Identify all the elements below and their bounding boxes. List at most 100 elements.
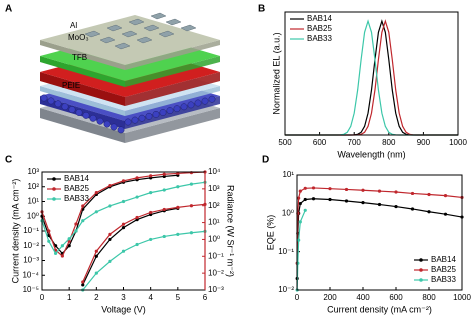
- x-tick-label: 700: [348, 138, 362, 147]
- nanoparticle: [103, 120, 111, 128]
- data-point: [81, 204, 85, 208]
- data-point: [298, 189, 302, 193]
- data-point: [427, 192, 431, 197]
- data-point: [297, 238, 301, 242]
- legend-marker: [52, 177, 56, 181]
- y2-tick-label: 10¹: [208, 218, 220, 227]
- data-point: [297, 196, 301, 200]
- panel-label: A: [5, 4, 12, 15]
- x-tick-label: 600: [389, 293, 403, 302]
- layer-side: [40, 56, 125, 87]
- y-axis-label: EQE (%): [265, 215, 275, 251]
- data-point: [135, 242, 139, 247]
- data-point: [94, 254, 98, 258]
- data-point: [121, 199, 126, 204]
- layer-side: [125, 72, 220, 106]
- y-axis-label: Normalized EL (a.u.): [271, 32, 281, 114]
- data-point: [149, 237, 153, 242]
- data-point: [176, 185, 180, 189]
- y-tick-label: 10¹: [27, 197, 39, 206]
- y-tick-label: 10²: [27, 182, 39, 191]
- y-tick-label: 10⁻¹: [23, 226, 39, 235]
- y2-tick-label: 10⁰: [208, 235, 220, 244]
- x-axis-label: Voltage (V): [101, 304, 146, 314]
- electrode: [143, 24, 160, 32]
- y-tick-label: 10⁻¹: [278, 247, 294, 256]
- x-tick-label: 900: [417, 138, 431, 147]
- data-point: [361, 201, 365, 205]
- electrode: [128, 18, 145, 26]
- layer-label: PEIE: [62, 81, 80, 90]
- y-tick-label: 10⁰: [282, 208, 294, 217]
- series-line: [41, 171, 206, 258]
- data-point: [189, 204, 194, 208]
- data-point: [303, 197, 307, 202]
- nanoparticle: [96, 117, 104, 125]
- layer-side: [40, 108, 125, 143]
- device-schematic: A Al MoO₃ TFB PEIE: [5, 4, 220, 143]
- data-point: [162, 172, 166, 176]
- data-point: [189, 231, 194, 235]
- x-tick-label: 3: [121, 293, 126, 302]
- data-point: [394, 190, 398, 194]
- nanoparticle: [194, 99, 202, 107]
- nanoparticle: [180, 103, 188, 111]
- x-tick-label: 600: [313, 138, 327, 147]
- legend-label: BAB25: [64, 184, 89, 193]
- y-tick-label: 10⁻²: [23, 241, 39, 250]
- layer-label: Al: [70, 21, 77, 30]
- series-line: [41, 181, 206, 255]
- panel-label: D: [262, 155, 269, 166]
- data-point: [60, 254, 64, 258]
- data-point: [344, 199, 349, 203]
- data-point: [74, 222, 78, 226]
- electrode: [158, 30, 175, 38]
- nanoparticle: [54, 100, 62, 108]
- data-point: [361, 188, 365, 192]
- data-point: [298, 220, 302, 224]
- x-tick-label: 6: [203, 293, 208, 302]
- legend-label: BAB14: [307, 14, 332, 23]
- layer-side: [125, 108, 220, 143]
- data-point: [149, 210, 153, 215]
- x-tick-label: 200: [323, 293, 337, 302]
- x-tick-label: 4: [148, 293, 153, 302]
- series-line: [82, 203, 206, 283]
- layer-top: [40, 15, 220, 65]
- data-point: [108, 237, 112, 242]
- series-line: [41, 174, 178, 255]
- y2-tick-label: 10²: [208, 201, 220, 210]
- chart-panel: B 500 600 700 800 900 1000 Wavelength (nm) Norma…: [258, 4, 467, 160]
- panel-label: B: [258, 4, 265, 15]
- data-point: [108, 204, 112, 208]
- nanoparticle: [75, 109, 83, 116]
- layer-side: [40, 86, 125, 116]
- data-point: [311, 186, 316, 190]
- layer-side: [125, 86, 220, 116]
- plot-frame: [284, 11, 459, 136]
- y-tick-label: 10⁻⁴: [22, 270, 39, 279]
- nanoparticle: [159, 109, 167, 116]
- series-line: [82, 230, 206, 291]
- x-tick-label: 0: [40, 293, 45, 302]
- y2-tick-label: 10⁻²: [208, 268, 224, 277]
- electrode: [114, 42, 131, 50]
- nanoparticle: [138, 114, 146, 122]
- nanoparticle: [166, 107, 174, 115]
- x-axis-label: Current density (mA cm⁻²): [327, 304, 432, 314]
- legend-marker: [52, 197, 56, 201]
- data-point: [60, 244, 64, 248]
- data-point: [121, 222, 126, 226]
- data-point: [121, 179, 126, 183]
- panel-label: C: [5, 155, 12, 166]
- nanoparticle: [89, 114, 97, 122]
- layer-side: [40, 72, 125, 106]
- x-tick-label: 800: [382, 138, 396, 147]
- nanoparticle: [201, 97, 209, 105]
- layer-label: TFB: [72, 53, 87, 62]
- y-tick-label: 10¹: [282, 170, 294, 179]
- data-point: [162, 188, 166, 192]
- y-tick-label: 10⁻²: [278, 285, 294, 294]
- electrode: [136, 36, 153, 44]
